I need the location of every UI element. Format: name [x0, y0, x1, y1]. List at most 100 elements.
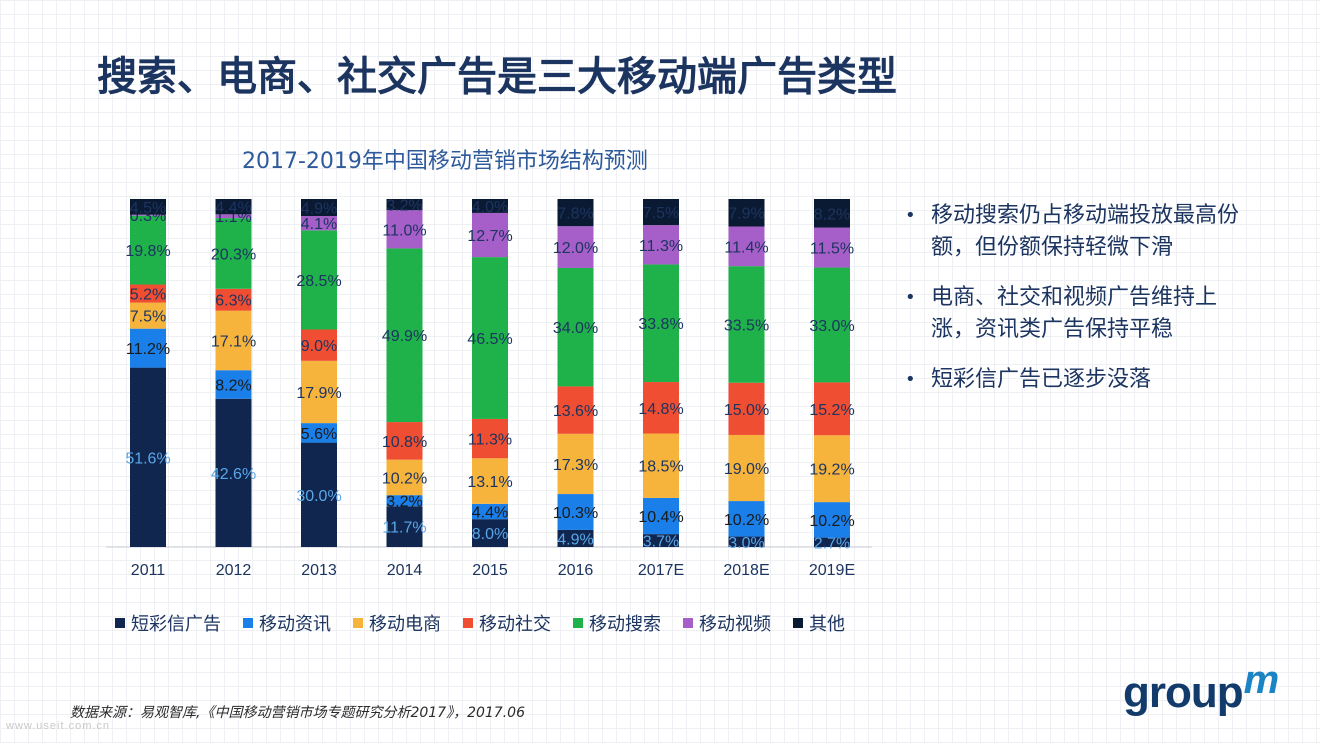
- legend-item: 移动视频: [683, 610, 771, 636]
- data-label: 20.3%: [211, 246, 256, 263]
- page-title: 搜索、电商、社交广告是三大移动端广告类型: [97, 54, 897, 100]
- bar-segment: [557, 267, 594, 387]
- data-label: 7.5%: [130, 309, 166, 326]
- bar-segment: [472, 519, 508, 547]
- bar-segment: [301, 199, 337, 217]
- bar-segment: [472, 257, 508, 419]
- data-label: 9.0%: [301, 338, 337, 355]
- legend-item: 其他: [793, 610, 845, 636]
- bar-segment: [301, 230, 337, 330]
- bar-segment: [643, 199, 679, 226]
- data-label: 18.5%: [638, 459, 683, 476]
- data-label: 49.9%: [382, 328, 427, 345]
- data-label: 19.2%: [809, 462, 854, 479]
- data-label: 14.8%: [638, 401, 683, 418]
- legend-item: 短彩信广告: [115, 610, 221, 636]
- legend-label: 短彩信广告: [131, 614, 221, 635]
- bar-segment: [301, 423, 337, 443]
- bar-segment: [215, 199, 252, 215]
- data-label: 4.5%: [130, 200, 166, 217]
- data-label: 11.7%: [382, 520, 426, 537]
- bullet-item: • 电商、社交和视频广告维持上涨，资讯类广告保持平稳: [905, 282, 1245, 346]
- bar-segment: [814, 382, 850, 436]
- legend-swatch: [353, 618, 363, 628]
- bar-segment: [814, 537, 850, 547]
- legend-swatch: [463, 618, 473, 628]
- legend-item: 移动电商: [353, 610, 441, 636]
- bar-segment: [386, 199, 423, 211]
- bar-segment: [386, 495, 423, 507]
- bullet-text: 移动搜索仍占移动端投放最高份额，但份额保持轻微下滑: [931, 203, 1240, 260]
- data-label: 4.9%: [301, 201, 337, 218]
- data-label: 17.3%: [553, 457, 598, 474]
- data-label: 3.7%: [643, 534, 679, 551]
- data-label: 17.1%: [211, 333, 256, 350]
- data-label: 33.8%: [638, 316, 683, 333]
- bar-segment: [643, 433, 679, 498]
- bar-segment: [386, 459, 423, 496]
- bar-segment: [386, 422, 423, 460]
- bar-segment: [643, 264, 679, 383]
- data-label: 51.6%: [125, 450, 170, 467]
- stacked-bar-chart: 51.6%11.2%7.5%5.2%19.8%0.3%4.5%201142.6%…: [106, 198, 872, 579]
- bullet-text: 电商、社交和视频广告维持上涨，资讯类广告保持平稳: [931, 285, 1218, 342]
- data-label: 8.2%: [814, 206, 850, 223]
- bar-segment: [130, 302, 166, 329]
- bar-segment: [557, 199, 594, 227]
- data-label: 5.6%: [301, 426, 337, 443]
- data-label: 42.6%: [211, 466, 256, 483]
- data-label: 33.5%: [724, 317, 769, 334]
- data-label: 12.0%: [553, 240, 598, 257]
- data-label: 15.2%: [809, 402, 854, 419]
- legend-label: 移动社交: [479, 614, 551, 635]
- bar-segment: [728, 434, 765, 502]
- data-label: 4.9%: [557, 531, 593, 548]
- bar-segment: [301, 329, 337, 361]
- logo-text: group: [1123, 668, 1244, 717]
- data-label: 10.4%: [638, 509, 683, 526]
- legend-label: 其他: [809, 614, 845, 635]
- bar-segment: [386, 210, 423, 249]
- bar-segment: [557, 494, 594, 530]
- bar-segment: [728, 199, 765, 227]
- bar-segment: [301, 216, 337, 231]
- x-tick-label: 2017E: [638, 562, 684, 579]
- data-label: 11.3%: [639, 238, 683, 255]
- legend-item: 移动社交: [463, 610, 551, 636]
- data-label: 10.2%: [724, 512, 769, 529]
- x-tick-label: 2018E: [723, 562, 769, 579]
- bar-segment: [557, 386, 594, 434]
- x-tick-label: 2016: [558, 562, 594, 579]
- x-tick-label: 2013: [301, 562, 337, 579]
- data-label: 4.4%: [215, 200, 251, 217]
- data-label: 3.2%: [386, 198, 422, 215]
- bar-segment: [130, 367, 166, 547]
- bar-segment: [643, 382, 679, 434]
- x-tick-label: 2014: [387, 562, 423, 579]
- chart-legend: 短彩信广告 移动资讯 移动电商 移动社交 移动搜索 移动视频 其他: [115, 610, 845, 636]
- legend-swatch: [115, 618, 125, 628]
- data-label: 8.0%: [472, 526, 508, 543]
- data-label: 4.0%: [472, 199, 508, 216]
- data-label: 30.0%: [296, 488, 341, 505]
- data-label: 46.5%: [467, 331, 512, 348]
- bar-segment: [728, 226, 765, 267]
- legend-swatch: [573, 618, 583, 628]
- bar-segment: [557, 529, 594, 547]
- data-label: 28.5%: [296, 273, 341, 290]
- bullet-item: • 短彩信广告已逐步没落: [905, 364, 1245, 396]
- bar-segment: [557, 226, 594, 268]
- legend-swatch: [683, 618, 693, 628]
- bar-segment: [472, 418, 508, 459]
- watermark: www.useit.com.cn: [6, 720, 111, 732]
- data-label: 10.2%: [382, 470, 427, 487]
- data-label: 7.5%: [643, 205, 679, 222]
- chart-title: 2017-2019年中国移动营销市场结构预测: [242, 149, 648, 174]
- data-label: 11.0%: [382, 222, 426, 239]
- data-label: 10.3%: [553, 505, 598, 522]
- bullet-dot-icon: •: [905, 287, 916, 308]
- data-label: 33.0%: [809, 318, 854, 335]
- data-label: 4.4%: [472, 505, 508, 522]
- legend-item: 移动搜索: [573, 610, 661, 636]
- x-tick-label: 2011: [131, 562, 166, 579]
